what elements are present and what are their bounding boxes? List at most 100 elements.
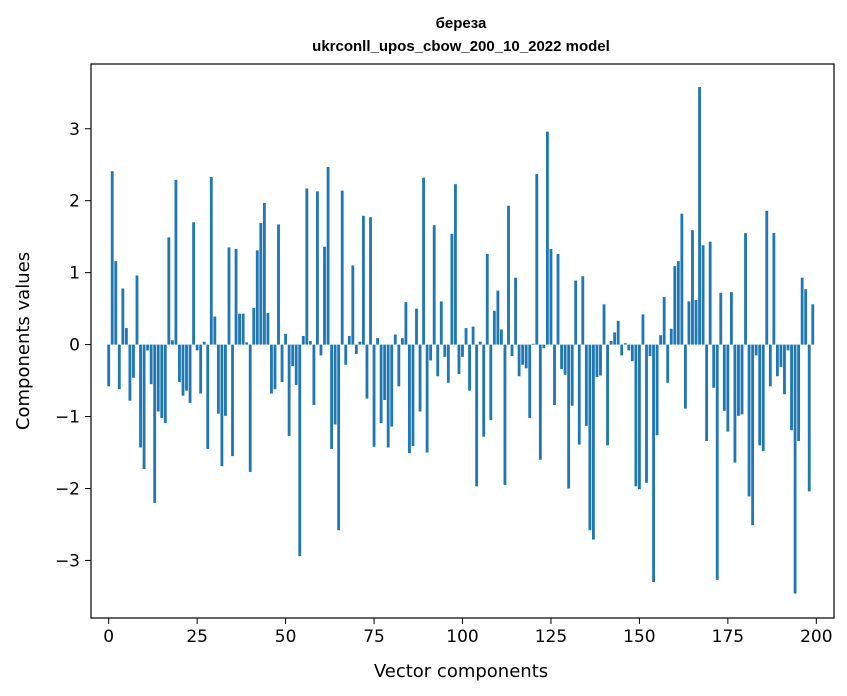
x-tick-label: 150 [623, 627, 655, 647]
bar-77 [379, 344, 383, 424]
bar-36 [234, 248, 238, 345]
bar-164 [687, 301, 691, 345]
bar-91 [429, 344, 433, 361]
bar-179 [740, 344, 744, 415]
bar-190 [779, 344, 783, 367]
bar-121 [535, 174, 539, 345]
bar-171 [712, 344, 716, 388]
bar-18 [170, 340, 174, 345]
bar-199 [811, 304, 815, 345]
bar-109 [492, 310, 496, 345]
bar-50 [284, 333, 288, 345]
bar-94 [439, 301, 443, 345]
bar-76 [376, 338, 379, 345]
bar-66 [340, 190, 344, 345]
y-axis-label: Components values [13, 252, 34, 430]
bar-89 [422, 177, 425, 345]
y-tick-label: −2 [55, 479, 80, 499]
bar-37 [238, 313, 242, 345]
bar-186 [765, 210, 769, 345]
x-tick-label: 75 [363, 627, 385, 647]
bar-159 [669, 328, 673, 345]
bar-191 [783, 344, 786, 395]
bar-21 [181, 344, 185, 396]
bar-192 [786, 344, 790, 351]
bar-123 [542, 344, 546, 349]
bar-195 [797, 344, 801, 442]
bar-114 [510, 344, 514, 357]
bar-124 [546, 131, 549, 345]
bar-127 [556, 253, 560, 345]
bar-156 [659, 335, 663, 345]
bar-97 [450, 233, 454, 345]
bar-149 [634, 344, 638, 487]
bar-28 [206, 344, 210, 449]
bar-150 [637, 344, 641, 490]
bar-43 [259, 223, 263, 345]
bar-99 [457, 344, 461, 375]
bar-188 [772, 233, 776, 345]
bar-166 [694, 299, 698, 345]
bar-180 [744, 233, 747, 345]
bar-53 [294, 344, 298, 385]
bar-45 [266, 312, 270, 345]
bar-138 [595, 344, 599, 377]
bar-133 [577, 344, 581, 445]
bar-26 [199, 344, 203, 394]
bar-196 [800, 277, 804, 345]
bar-118 [524, 344, 528, 369]
bar-8 [135, 275, 139, 345]
bar-1 [110, 171, 114, 345]
bar-17 [167, 237, 171, 345]
bar-79 [386, 344, 390, 448]
bar-174 [722, 344, 726, 411]
bar-136 [588, 344, 592, 531]
bar-137 [591, 344, 595, 540]
bar-132 [574, 280, 578, 345]
bar-177 [733, 344, 737, 463]
bar-22 [185, 344, 188, 391]
bar-182 [751, 344, 755, 526]
bar-23 [188, 344, 192, 403]
bar-158 [666, 344, 670, 383]
bar-165 [691, 230, 694, 345]
x-axis-label: Vector components [374, 661, 548, 682]
bar-25 [195, 344, 199, 351]
bar-181 [747, 344, 751, 497]
bar-5 [124, 328, 128, 345]
bar-140 [602, 304, 606, 345]
bar-88 [418, 344, 422, 412]
bar-29 [209, 176, 213, 345]
bar-83 [400, 338, 404, 345]
y-tick-label: 2 [69, 192, 80, 212]
plot-frame [90, 63, 835, 619]
bar-153 [648, 344, 652, 357]
bar-12 [149, 344, 153, 385]
bar-157 [662, 297, 666, 345]
bar-107 [485, 253, 489, 345]
bar-160 [673, 266, 677, 345]
bar-58 [312, 344, 316, 406]
bar-95 [443, 344, 447, 357]
bar-54 [298, 344, 302, 557]
bar-27 [202, 341, 206, 345]
bar-96 [446, 344, 450, 383]
bar-73 [365, 344, 369, 399]
bar-101 [464, 328, 468, 345]
bar-170 [708, 241, 712, 345]
bar-135 [584, 344, 588, 426]
bar-102 [468, 344, 471, 391]
bar-52 [291, 344, 295, 367]
bar-32 [220, 344, 224, 467]
bar-90 [425, 344, 429, 453]
bar-141 [606, 344, 609, 446]
bar-167 [698, 87, 701, 345]
bar-86 [411, 344, 415, 447]
bar-84 [404, 302, 408, 345]
x-tick-label: 50 [275, 627, 297, 647]
bar-168 [701, 245, 705, 345]
bar-74 [369, 217, 372, 345]
bar-78 [383, 344, 387, 400]
bar-14 [156, 344, 160, 412]
bar-134 [581, 276, 585, 345]
